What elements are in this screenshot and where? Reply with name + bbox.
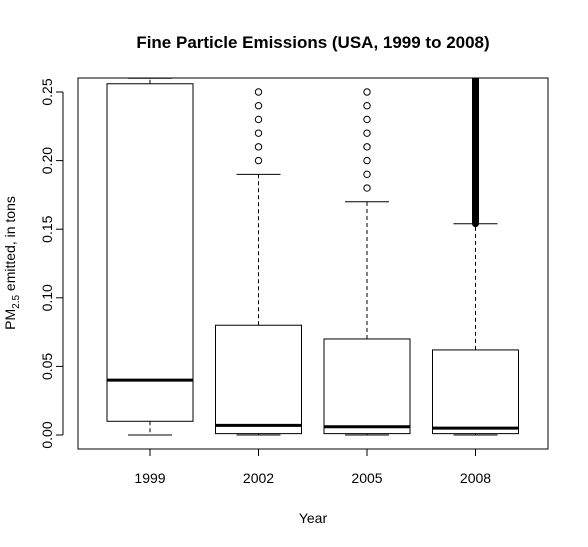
y-tick-label: 0.10 [39, 284, 55, 311]
box-body [215, 324, 302, 435]
y-tick-label: 0.05 [39, 353, 55, 380]
outlier-point [254, 156, 263, 165]
box-body [106, 83, 194, 422]
y-axis-title: PM2.5 emitted, in tons [2, 196, 22, 330]
outlier-point [363, 88, 371, 96]
outlier-point [363, 170, 371, 179]
x-tick-label: 2005 [351, 470, 382, 486]
outlier-point [254, 129, 263, 137]
y-axis-title-subscript: 2.5 [11, 295, 22, 309]
x-axis: 1999 2002 2005 2008 [134, 448, 491, 486]
chart-title: Fine Particle Emissions (USA, 1999 to 20… [136, 33, 489, 52]
y-axis-title-prefix: PM [2, 309, 18, 330]
outlier-point [254, 115, 263, 124]
outlier-point [254, 102, 263, 110]
outlier-point [254, 143, 263, 151]
y-axis-title-suffix: emitted, in tons [2, 196, 18, 295]
box-body [432, 349, 519, 435]
outlier-point [363, 143, 371, 151]
box-1999 [106, 77, 194, 436]
outlier-point [363, 156, 371, 165]
x-tick-label: 2008 [460, 470, 491, 486]
y-tick-label: 0.15 [39, 215, 55, 242]
y-tick-label: 0.20 [39, 147, 55, 174]
box-body [323, 338, 411, 435]
outlier-point [363, 184, 371, 192]
y-tick-label: 0.00 [39, 421, 55, 448]
outlier-point [363, 115, 371, 124]
x-tick-label: 1999 [134, 470, 165, 486]
box-2002 [215, 88, 302, 436]
box-2005 [323, 88, 411, 436]
outlier-point [363, 102, 371, 110]
box-2008 [432, 78, 519, 436]
x-tick-label: 2002 [243, 470, 274, 486]
outlier-point [472, 220, 479, 228]
outlier-point [363, 129, 371, 137]
y-tick-label: 0.25 [39, 78, 55, 105]
outlier-point [254, 88, 263, 96]
box-series [106, 77, 519, 436]
x-axis-title: Year [299, 510, 328, 526]
y-axis: 0.00 0.05 0.10 0.15 0.20 0.25 [39, 78, 64, 449]
